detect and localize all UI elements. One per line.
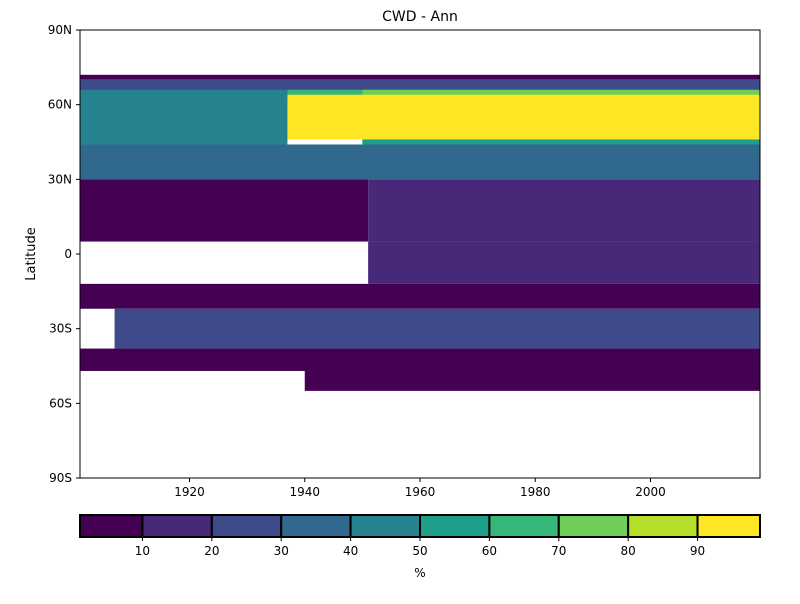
colorbar-segment — [557, 514, 630, 538]
heatmap-cell — [368, 179, 760, 242]
heatmap-cell — [80, 89, 288, 145]
x-tick-label: 1920 — [174, 485, 205, 499]
heatmap-cell — [80, 179, 369, 242]
colorbar-segment — [79, 514, 144, 538]
colorbar-segment — [627, 514, 699, 538]
colorbar-tick-label: 90 — [690, 544, 705, 558]
heatmap-cell — [80, 144, 760, 180]
colorbar-ticks: 10 20 30 40 50 60 70 80 90 — [135, 537, 705, 558]
y-tick-label: 60N — [48, 98, 72, 112]
heatmap-cell — [304, 370, 760, 391]
y-tick-label: 0 — [64, 247, 72, 261]
colorbar-tick-label: 70 — [551, 544, 566, 558]
colorbar-label: % — [414, 566, 425, 580]
colorbar-tick-label: 10 — [135, 544, 150, 558]
colorbar-segment — [141, 514, 213, 538]
x-tick-label: 1940 — [289, 485, 320, 499]
colorbar — [79, 514, 762, 538]
heatmap-cell — [80, 74, 760, 80]
heatmap-cell — [287, 94, 760, 140]
heatmap-cell — [80, 283, 760, 309]
chart-title: CWD - Ann — [382, 9, 458, 25]
y-tick-label: 30S — [49, 322, 72, 336]
y-axis-label: Latitude — [24, 227, 39, 281]
y-tick-label: 30N — [48, 172, 72, 186]
colorbar-segment — [210, 514, 283, 538]
x-tick-label: 1960 — [405, 485, 436, 499]
x-tick-label: 1980 — [520, 485, 551, 499]
y-axis-ticks: 90N 60N 30N 0 30S 60S 90S — [48, 23, 80, 485]
x-tick-label: 2000 — [635, 485, 666, 499]
colorbar-tick-label: 30 — [274, 544, 289, 558]
colorbar-segment — [349, 514, 421, 538]
colorbar-segment — [488, 514, 560, 538]
colorbar-segment — [280, 514, 352, 538]
heatmap-cells — [80, 74, 760, 391]
heatmap-cell — [114, 308, 760, 349]
colorbar-tick-label: 60 — [482, 544, 497, 558]
x-axis-ticks: 1920 1940 1960 1980 2000 — [174, 478, 666, 499]
y-tick-label: 90S — [49, 471, 72, 485]
heatmap-cell — [368, 241, 760, 284]
colorbar-tick-label: 80 — [621, 544, 636, 558]
colorbar-tick-label: 50 — [412, 544, 427, 558]
heatmap-cell — [80, 348, 760, 371]
y-tick-label: 60S — [49, 396, 72, 410]
y-tick-label: 90N — [48, 23, 72, 37]
colorbar-segment — [696, 514, 762, 538]
colorbar-tick-label: 20 — [204, 544, 219, 558]
colorbar-segment — [419, 514, 491, 538]
colorbar-tick-label: 40 — [343, 544, 358, 558]
